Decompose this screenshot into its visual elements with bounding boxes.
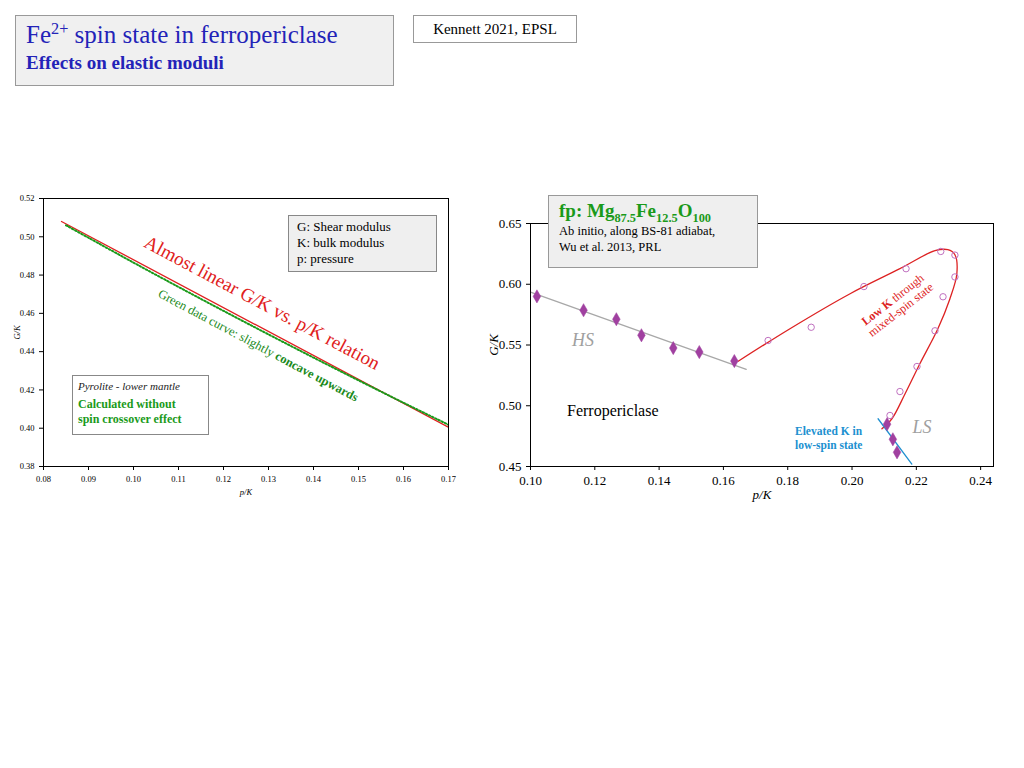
html-text:Wu et al. 2013, PRL: Wu et al. 2013, PRL xyxy=(559,240,662,254)
svg-text:0.60: 0.60 xyxy=(499,276,522,291)
svg-text:0.65: 0.65 xyxy=(499,216,522,231)
svg-text:0.16: 0.16 xyxy=(712,473,735,488)
svg-text:0.12: 0.12 xyxy=(216,474,231,484)
html-text:Almost linear G/K vs. p/K rela: Almost linear G/K vs. p/K relation xyxy=(140,231,384,374)
svg-text:0.40: 0.40 xyxy=(20,423,35,433)
html-text:Effects on elastic moduli: Effects on elastic moduli xyxy=(26,52,224,73)
html-text:LS: LS xyxy=(912,416,932,437)
html-text:concave upwards: concave upwards xyxy=(272,348,361,405)
svg-text:0.52: 0.52 xyxy=(20,193,35,203)
svg-text:0.50: 0.50 xyxy=(20,232,35,242)
html-text:through: through xyxy=(886,270,927,307)
html-text:Ab initio, along BS-81 adiabat: Ab initio, along BS-81 adiabat, xyxy=(559,224,716,238)
svg-text:0.09: 0.09 xyxy=(81,474,96,484)
svg-text:G/K: G/K xyxy=(486,333,501,356)
html-text:fp: Mg87.5Fe12.5O100: fp: Mg87.5Fe12.5O100 xyxy=(559,200,711,225)
html-text:Kennett 2021, EPSL: Kennett 2021, EPSL xyxy=(433,21,557,37)
svg-text:0.45: 0.45 xyxy=(499,459,522,474)
html-text:Green data curve: slightly: Green data curve: slightly xyxy=(155,286,280,362)
svg-text:0.16: 0.16 xyxy=(396,474,411,484)
svg-text:0.18: 0.18 xyxy=(776,473,799,488)
html-text:p: pressure: p: pressure xyxy=(297,251,354,266)
html-text:HS: HS xyxy=(572,329,594,350)
html-text:mixed-spin state: mixed-spin state xyxy=(865,279,937,340)
html-text:spin crossover effect: spin crossover effect xyxy=(78,412,182,426)
svg-text:0.44: 0.44 xyxy=(20,346,36,356)
svg-text:0.12: 0.12 xyxy=(583,473,606,488)
svg-text:0.14: 0.14 xyxy=(306,474,322,484)
html-text:Ferropericlase: Ferropericlase xyxy=(567,402,659,419)
html-text:Elevated K in: Elevated K in xyxy=(795,425,863,437)
html-text:Calculated without: Calculated without xyxy=(78,397,176,411)
svg-text:0.46: 0.46 xyxy=(20,308,35,318)
svg-text:0.50: 0.50 xyxy=(499,398,522,413)
svg-text:0.42: 0.42 xyxy=(20,385,35,395)
html-text:Low K: Low K xyxy=(858,295,895,329)
svg-text:0.48: 0.48 xyxy=(20,270,35,280)
svg-text:0.10: 0.10 xyxy=(519,473,542,488)
svg-text:0.55: 0.55 xyxy=(499,337,522,352)
svg-text:0.15: 0.15 xyxy=(351,474,366,484)
html-text:K: bulk modulus: K: bulk modulus xyxy=(297,235,385,250)
svg-text:0.38: 0.38 xyxy=(20,461,35,471)
svg-text:0.20: 0.20 xyxy=(841,473,864,488)
svg-text:0.14: 0.14 xyxy=(648,473,671,488)
svg-text:0.13: 0.13 xyxy=(261,474,276,484)
svg-text:0.11: 0.11 xyxy=(171,474,186,484)
svg-text:p/K: p/K xyxy=(239,487,254,497)
svg-text:p/K: p/K xyxy=(752,487,773,502)
svg-text:0.08: 0.08 xyxy=(36,474,51,484)
svg-text:0.22: 0.22 xyxy=(905,473,928,488)
svg-text:0.10: 0.10 xyxy=(126,474,141,484)
svg-text:0.24: 0.24 xyxy=(969,473,992,488)
html-text:Pyrolite - lower mantle: Pyrolite - lower mantle xyxy=(78,380,180,392)
html-text:Fe2+spin state in ferropericla: Fe2+spin state in ferropericlase xyxy=(26,19,338,48)
svg-text:0.17: 0.17 xyxy=(441,474,456,484)
svg-text:G/K: G/K xyxy=(12,324,22,340)
html-text:low-spin state: low-spin state xyxy=(795,439,863,451)
html-text:G: Shear modulus: G: Shear modulus xyxy=(297,219,391,234)
